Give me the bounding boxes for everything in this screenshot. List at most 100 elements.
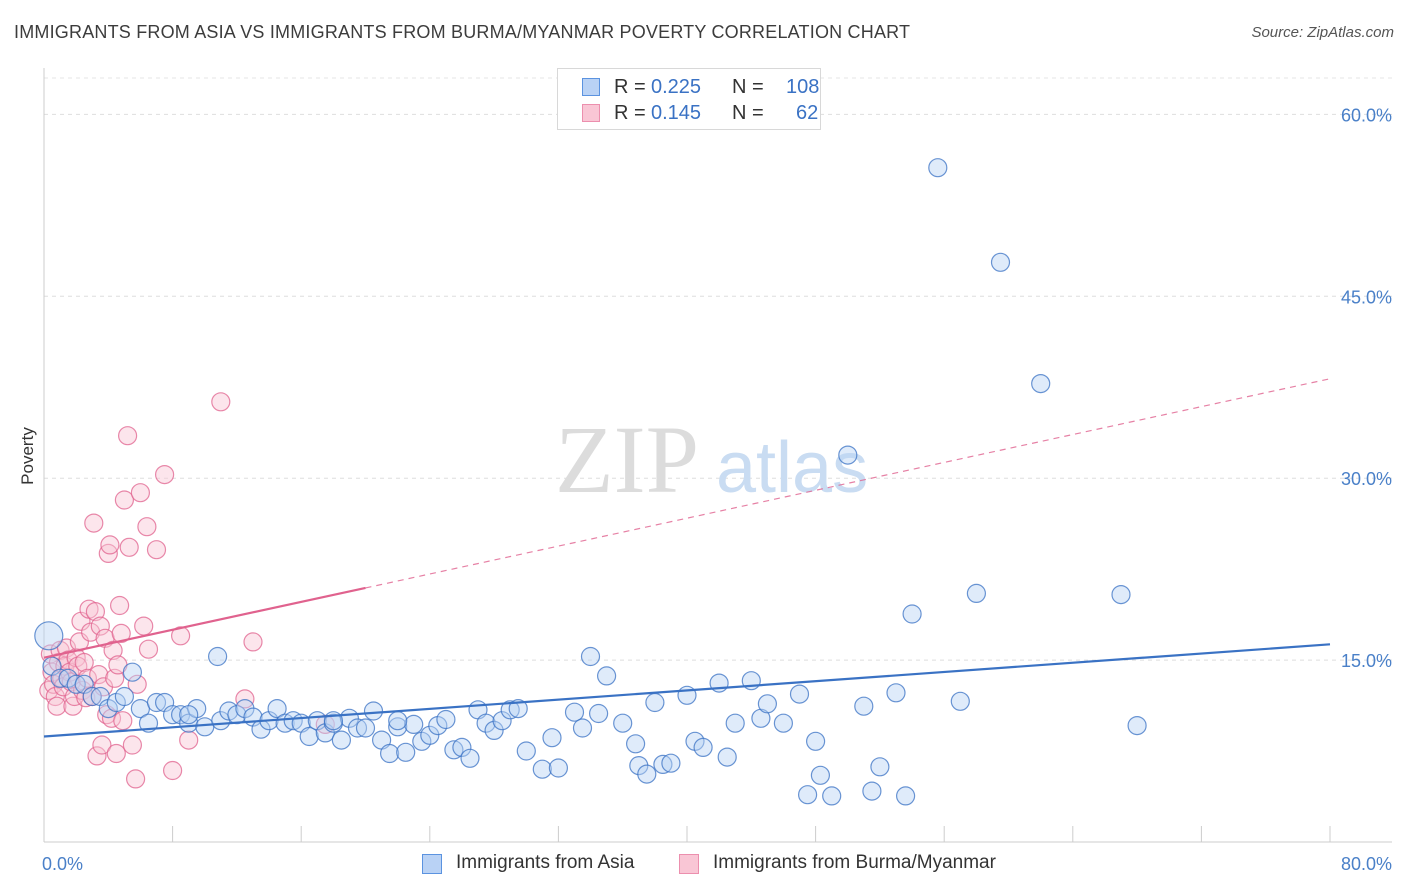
point-burma: [171, 626, 191, 646]
point-asia: [492, 711, 512, 731]
point-burma: [87, 746, 107, 766]
point-asia: [34, 621, 64, 651]
legend-swatch-asia: [422, 854, 442, 874]
point-burma: [92, 735, 112, 755]
point-burma: [113, 711, 133, 731]
r-label: R =: [614, 76, 646, 98]
point-burma: [146, 540, 167, 560]
point-asia: [267, 698, 287, 719]
legend-swatch-burma: [679, 854, 699, 874]
point-burma: [138, 639, 159, 659]
point-asia: [950, 691, 970, 711]
legend-label-asia: Immigrants from Asia: [456, 852, 635, 873]
point-asia: [404, 714, 424, 735]
point-asia: [1127, 715, 1147, 736]
point-burma: [117, 426, 138, 446]
point-burma: [235, 689, 255, 709]
point-burma: [47, 696, 67, 716]
point-asia: [283, 711, 303, 731]
x-tick-label-max: 80.0%: [1341, 854, 1392, 874]
watermark-zip: ZIP: [555, 406, 699, 513]
point-asia: [122, 662, 142, 682]
point-asia: [516, 741, 536, 761]
point-asia: [870, 757, 890, 777]
point-asia: [693, 737, 713, 758]
point-asia: [625, 734, 646, 754]
stats-swatch-asia: [582, 78, 600, 96]
point-burma: [137, 517, 157, 537]
point-asia: [508, 698, 528, 719]
point-asia: [580, 646, 601, 667]
legend-label-burma: Immigrants from Burma/Myanmar: [713, 852, 996, 873]
point-asia: [902, 604, 922, 624]
point-burma: [119, 537, 139, 557]
point-asia: [452, 737, 472, 758]
y-tick-label: 15.0%: [1341, 651, 1392, 671]
point-asia: [822, 786, 842, 806]
point-burma: [111, 623, 131, 644]
gridlines: [44, 77, 1392, 661]
point-burma: [84, 513, 104, 533]
point-burma: [89, 664, 109, 685]
point-asia: [838, 445, 858, 465]
point-asia: [82, 686, 102, 707]
point-burma: [106, 743, 126, 764]
data-points: [34, 158, 1147, 806]
point-burma: [90, 616, 110, 636]
point-asia: [862, 781, 882, 801]
point-asia: [299, 726, 319, 747]
point-burma: [179, 730, 199, 750]
n-value-asia: 108: [786, 76, 820, 98]
point-asia: [179, 705, 199, 725]
point-asia: [886, 683, 906, 703]
point-asia: [613, 713, 633, 733]
point-asia: [645, 692, 665, 713]
point-burma: [155, 465, 175, 485]
point-burma: [134, 616, 154, 636]
point-burma: [211, 392, 231, 412]
point-asia: [564, 702, 585, 722]
point-asia: [990, 252, 1011, 272]
point-asia: [637, 764, 657, 784]
watermark: ZIP atlas: [555, 406, 868, 513]
y-tick-label: 45.0%: [1341, 287, 1392, 307]
point-burma: [103, 640, 123, 661]
point-burma: [74, 652, 94, 673]
point-asia: [854, 696, 874, 716]
point-asia: [895, 786, 916, 806]
n-value-burma: 62: [796, 102, 819, 124]
point-asia: [661, 753, 681, 773]
trend-lines: [43, 378, 1331, 738]
point-burma: [80, 622, 101, 642]
point-asia: [195, 717, 215, 737]
point-asia: [163, 705, 183, 725]
trend-line-burma: [43, 586, 366, 659]
point-asia: [572, 718, 593, 738]
point-burma: [109, 595, 130, 616]
point-asia: [396, 742, 416, 762]
axes: [43, 68, 1392, 843]
n-label: N =: [732, 102, 764, 124]
point-asia: [966, 583, 987, 604]
point-asia: [653, 754, 673, 775]
point-asia: [146, 692, 167, 713]
y-axis-label: Poverty: [18, 427, 37, 485]
point-burma: [127, 674, 147, 694]
r-label: R =: [614, 102, 646, 124]
point-burma: [100, 535, 120, 555]
point-asia: [420, 725, 440, 745]
point-asia: [476, 713, 496, 733]
trend-line-asia: [43, 643, 1331, 738]
stats-swatch-burma: [582, 104, 600, 122]
point-asia: [542, 728, 562, 748]
point-burma: [126, 769, 146, 789]
point-asia: [596, 666, 617, 686]
point-asia: [532, 759, 552, 779]
point-asia: [444, 740, 464, 760]
point-burma: [45, 686, 65, 707]
point-burma: [114, 490, 135, 510]
point-burma: [77, 668, 98, 688]
point-asia: [436, 709, 456, 730]
point-burma: [85, 601, 106, 622]
